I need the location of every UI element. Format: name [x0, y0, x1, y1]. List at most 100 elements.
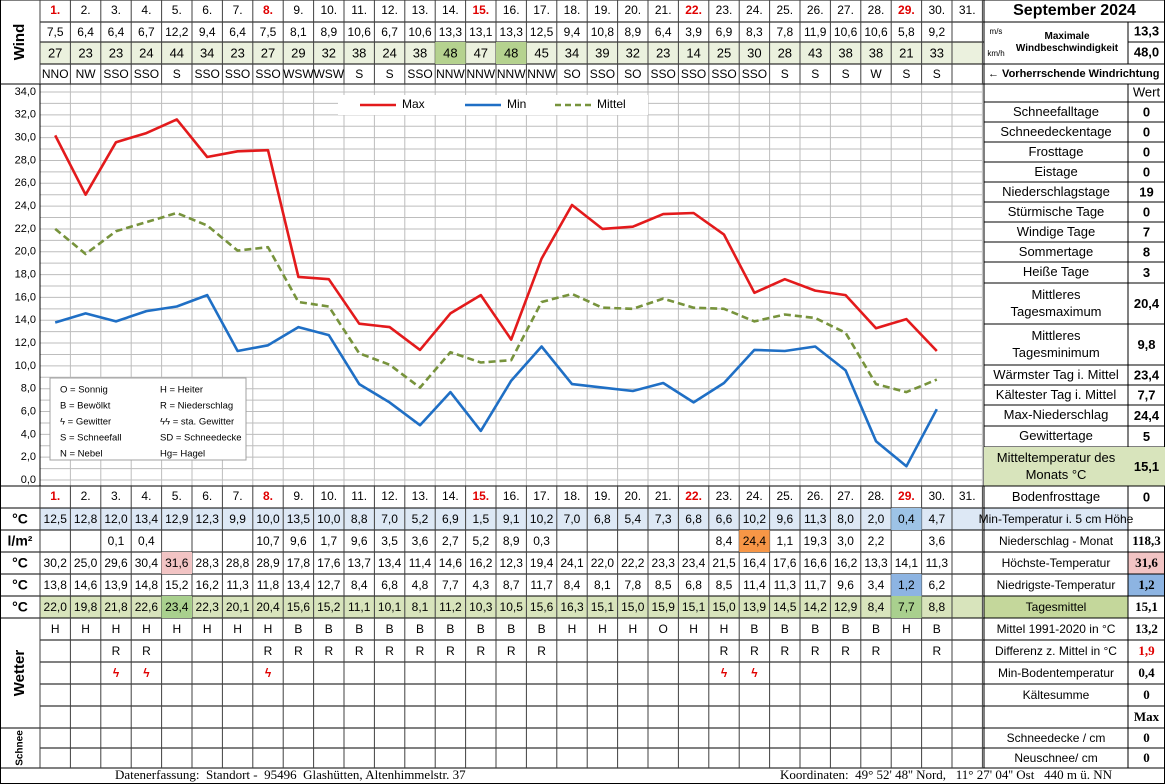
y-tick-label: 18,0	[15, 268, 36, 280]
day-label: 12.	[381, 489, 398, 503]
cell: B	[477, 622, 485, 636]
key-entry: N = Nebel	[60, 449, 103, 460]
key-entry: SD = Schneedecke	[160, 433, 242, 444]
cell: H	[902, 622, 911, 636]
stat-value: 0	[1143, 204, 1150, 219]
key-entry: ϟ = Gewitter	[60, 417, 111, 428]
day-label: 30.	[928, 489, 945, 503]
stat-label-box: Mittleres Tagesmaximum	[1010, 287, 1101, 318]
stat-value: 3	[1143, 265, 1150, 280]
cell: 29	[291, 45, 305, 60]
cell: 28,3	[196, 556, 220, 570]
day-label: 8.	[263, 489, 273, 503]
cell: WSW	[313, 67, 344, 81]
summary-label: Kältesumme	[1023, 688, 1090, 702]
stat-value: 20,4	[1134, 296, 1160, 311]
summary-value: 0	[1143, 730, 1150, 745]
y-tick-label: 20,0	[15, 246, 36, 258]
cell: H	[689, 622, 698, 636]
cell: 23,3	[652, 556, 676, 570]
max-wind-value: 13,3	[1134, 23, 1159, 38]
summary-fill	[984, 596, 1128, 618]
cell: 19,8	[74, 600, 98, 614]
stat-value: 24,4	[1134, 408, 1160, 423]
cell: 10,6	[864, 25, 888, 39]
row-label: °C	[12, 577, 28, 593]
cell: SSO	[651, 67, 676, 81]
cell: 6,7	[138, 25, 155, 39]
cell: 13,3	[864, 556, 888, 570]
cell: 15,6	[287, 600, 311, 614]
day-label: 29.	[898, 3, 915, 17]
stat-label: Kältester Tag i. Mittel	[995, 386, 1117, 402]
summary-value: 0,4	[1138, 665, 1155, 680]
cell-highlight	[891, 596, 922, 618]
cell: 5,2	[472, 534, 489, 548]
key-box	[49, 377, 247, 461]
wind-label: Wind	[11, 24, 28, 61]
day-label: 18.	[564, 489, 581, 503]
cell: 14,6	[74, 578, 98, 592]
cell: S	[781, 67, 789, 81]
day-label: 3.	[111, 3, 121, 17]
y-tick-label: 2,0	[21, 451, 36, 463]
row-label: l/m²	[8, 533, 33, 549]
cell: SSO	[407, 67, 432, 81]
cell: 8,9	[320, 25, 337, 39]
cell: 8,1	[594, 578, 611, 592]
cell: 6,9	[716, 25, 733, 39]
day-label: 16.	[503, 489, 520, 503]
summary-value: 15,1	[1135, 599, 1158, 614]
key-entry: R = Niederschlag	[160, 401, 233, 412]
day-label: 23.	[716, 489, 733, 503]
summary-label: Niedrigste-Temperatur	[997, 578, 1116, 592]
cell: 30,2	[44, 556, 68, 570]
cell: 9,9	[229, 512, 246, 526]
cell: 6,8	[381, 578, 398, 592]
day-label: 28.	[868, 3, 885, 17]
cell: R	[446, 644, 455, 658]
day-label: 10.	[320, 489, 337, 503]
cell: B	[811, 622, 819, 636]
cell: 14,1	[895, 556, 919, 570]
day-label: 24.	[746, 489, 763, 503]
cell: 28,8	[226, 556, 250, 570]
cell: 6,9	[442, 512, 459, 526]
cell: R	[720, 644, 729, 658]
cell: 12,2	[165, 25, 189, 39]
cell: 6,8	[685, 578, 702, 592]
cell: 13,7	[348, 556, 372, 570]
cell: NNW	[527, 67, 556, 81]
cell: 16,2	[469, 556, 493, 570]
cell: 15,2	[165, 578, 189, 592]
cell: S	[933, 67, 941, 81]
cell: 30	[747, 45, 761, 60]
cell: 10,2	[743, 512, 767, 526]
cell: 32	[322, 45, 336, 60]
cell: B	[416, 622, 424, 636]
stat-label: Mittleres Tagesminimum	[1012, 328, 1100, 360]
cell: 11,2	[439, 600, 462, 614]
cell: 6,6	[716, 512, 733, 526]
summary-value: 1,9	[1138, 643, 1155, 658]
summary-value: Max	[1134, 709, 1160, 724]
cell: R	[264, 644, 273, 658]
cell: 8,4	[564, 578, 581, 592]
cell: H	[720, 622, 729, 636]
stat-label-box: Kältester Tag i. Mittel	[995, 386, 1117, 402]
cell: H	[598, 622, 607, 636]
cell: 1,2	[898, 578, 915, 592]
title: September 2024	[1013, 2, 1136, 19]
cell: 8,5	[655, 578, 672, 592]
cell: 14,5	[773, 600, 797, 614]
cell: 11,3	[804, 512, 827, 526]
cell: 8,4	[351, 578, 368, 592]
summary-label: Schneedecke / cm	[1007, 731, 1106, 745]
stat-label: Mitteltemperatur des Monats °C	[996, 450, 1116, 482]
cell: 31,6	[165, 556, 189, 570]
cell: 8,5	[716, 578, 733, 592]
cell: 22,3	[196, 600, 220, 614]
cell: ϟ	[113, 666, 120, 680]
cell: B	[355, 622, 363, 636]
